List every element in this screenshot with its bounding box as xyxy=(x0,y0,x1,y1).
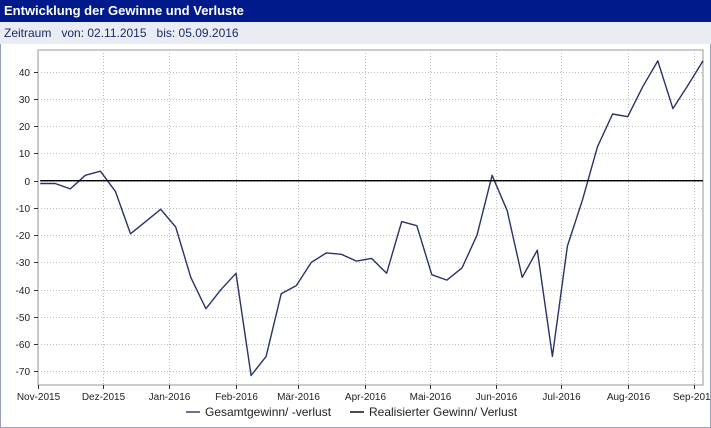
from-date: von: 02.11.2015 xyxy=(61,26,147,40)
date-range-bar: Zeitraum von: 02.11.2015 bis: 05.09.2016 xyxy=(0,22,711,44)
legend-label: Realisierter Gewinn/ Verlust xyxy=(369,405,518,419)
legend-label: Gesamtgewinn/ -verlust xyxy=(205,405,332,419)
y-tick-label: -70 xyxy=(16,367,31,378)
title-bar: Entwicklung der Gewinne und Verluste xyxy=(0,0,711,22)
legend: Gesamtgewinn/ -verlust Realisierter Gewin… xyxy=(186,405,518,419)
x-axis: Nov-2015 Dez-2015 Jan-2016 Feb-2016 Mär-2016… xyxy=(17,385,711,403)
plot-border xyxy=(37,49,704,386)
y-tick-label: -50 xyxy=(16,313,31,324)
series-line-gesamtgewinn xyxy=(40,60,704,377)
x-tick-label: Nov-2015 xyxy=(17,392,61,403)
y-tick-label: -10 xyxy=(16,204,31,215)
x-tick-label: Jul-2016 xyxy=(542,392,581,403)
y-axis: -70 -60 -50 -40 -30 -20 -10 0 10 20 30 40 xyxy=(16,68,38,378)
x-tick-label: Dez-2015 xyxy=(82,392,126,403)
grid-lines xyxy=(37,49,704,386)
y-tick-label: 10 xyxy=(19,149,31,160)
series-layer xyxy=(40,60,704,377)
y-tick-label: 30 xyxy=(19,95,31,106)
y-tick-label: -20 xyxy=(16,231,31,242)
y-tick-label: -40 xyxy=(16,286,31,297)
date-range: Zeitraum von: 02.11.2015 bis: 05.09.2016 xyxy=(4,26,249,40)
x-tick-label: Mär-2016 xyxy=(277,392,320,403)
x-tick-label: Sep-2016 xyxy=(673,392,711,403)
y-tick-label: 0 xyxy=(24,177,30,188)
x-tick-label: Aug-2016 xyxy=(607,392,651,403)
x-tick-label: Mai-2016 xyxy=(410,392,452,403)
x-tick-label: Jun-2016 xyxy=(476,392,518,403)
range-label: Zeitraum xyxy=(4,26,52,40)
to-date: bis: 05.09.2016 xyxy=(156,26,239,40)
x-tick-label: Apr-2016 xyxy=(345,392,387,403)
x-tick-label: Jan-2016 xyxy=(149,392,191,403)
x-tick-label: Feb-2016 xyxy=(215,392,258,403)
y-tick-label: 40 xyxy=(19,68,31,79)
y-tick-label: -30 xyxy=(16,258,31,269)
chart-title: Entwicklung der Gewinne und Verluste xyxy=(4,3,244,18)
y-tick-label: 20 xyxy=(19,122,31,133)
y-tick-label: -60 xyxy=(16,340,31,351)
